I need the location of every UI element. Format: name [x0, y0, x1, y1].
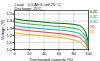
svg-text:Discharge: 25°C: Discharge: 25°C [15, 7, 42, 11]
svg-text:Load 0.5 Ah 6 cell 25° C: Load 0.5 Ah 6 cell 25° C [14, 1, 61, 7]
svg-text:1.5: 1.5 [6, 11, 12, 16]
svg-text:0.2C: 0.2C [90, 15, 98, 19]
svg-text:1.4: 1.4 [6, 18, 12, 23]
svg-text:Discharged capacity (%): Discharged capacity (%) [30, 57, 74, 61]
svg-text:1C: 1C [90, 25, 95, 29]
svg-text:80: 80 [71, 51, 76, 56]
svg-text:Voltage (V): Voltage (V) [0, 19, 5, 39]
svg-text:40: 40 [42, 51, 47, 56]
svg-text:1.0: 1.0 [6, 47, 12, 52]
svg-text:1.1: 1.1 [6, 40, 12, 45]
svg-text:0.1C: 0.1C [90, 10, 98, 14]
svg-text:1.3: 1.3 [6, 26, 12, 31]
svg-text:20: 20 [27, 51, 32, 56]
svg-text:60: 60 [57, 51, 62, 56]
svg-text:2C: 2C [90, 30, 95, 34]
svg-text:0.5C: 0.5C [90, 20, 98, 24]
svg-text:1.2: 1.2 [6, 33, 12, 38]
svg-text:0: 0 [13, 51, 16, 56]
svg-text:100: 100 [85, 51, 92, 56]
